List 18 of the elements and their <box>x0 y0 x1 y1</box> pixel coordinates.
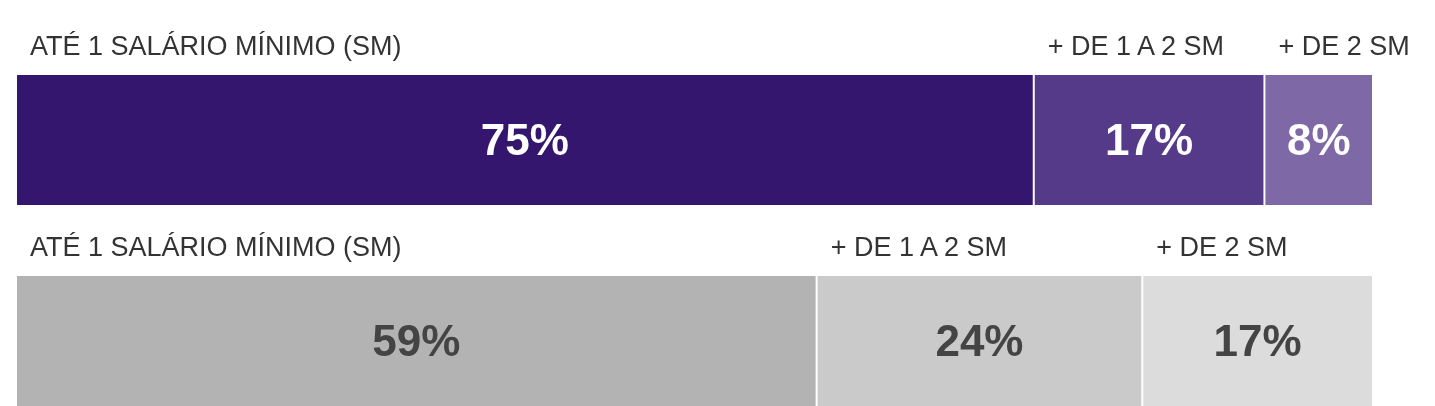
bar <box>17 276 816 406</box>
bar <box>17 75 1033 205</box>
data-label: 75% <box>480 115 569 165</box>
bar <box>817 276 1142 406</box>
data-label: 24% <box>935 316 1024 366</box>
bar <box>1143 276 1372 406</box>
data-label: 8% <box>1286 115 1351 165</box>
series-label: ATÉ 1 SALÁRIO MÍNIMO (SM) <box>30 31 402 61</box>
data-label: 17% <box>1213 316 1302 366</box>
text: ATÉ 1 SALÁRIO MÍNIMO (SM) <box>30 232 402 262</box>
series-label: + DE 1 A 2 SM <box>1047 31 1225 61</box>
data-label: 17% <box>1105 115 1194 165</box>
series-label: + DE 2 SM <box>1278 31 1410 61</box>
bar <box>1265 75 1372 205</box>
bar <box>1034 75 1264 205</box>
text: + DE 1 A 2 SM <box>830 232 1007 262</box>
text: + DE 2 SM <box>1156 232 1288 262</box>
data-label: 59% <box>372 316 461 366</box>
